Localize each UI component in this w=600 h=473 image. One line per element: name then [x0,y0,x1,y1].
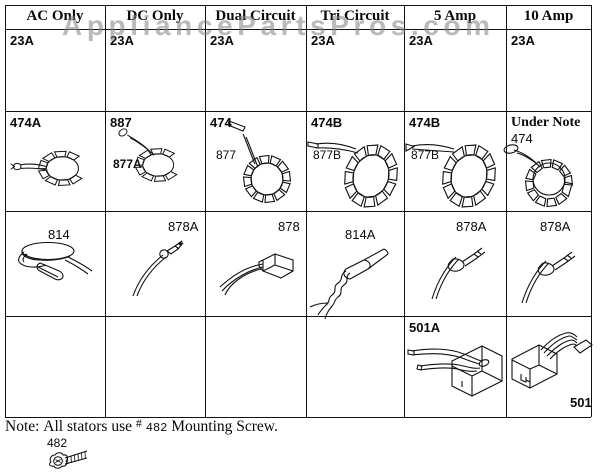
svg-text:482: 482 [47,436,67,450]
